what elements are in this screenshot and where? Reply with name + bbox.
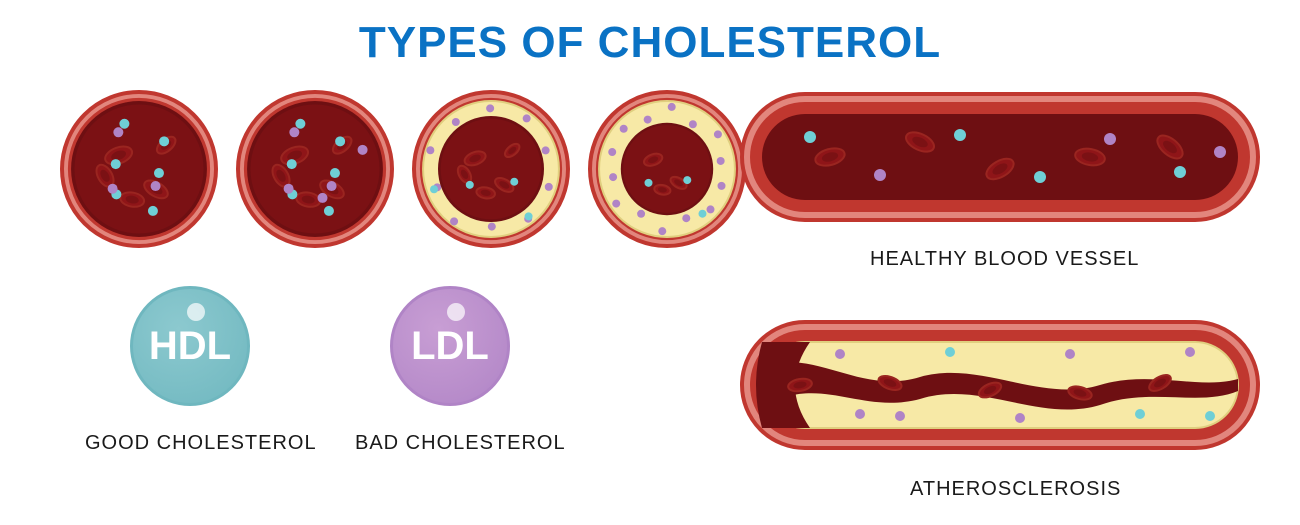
athero-vessel-label: ATHEROSCLEROSIS — [910, 478, 1121, 500]
cross-section-row — [60, 90, 746, 253]
bubble-highlight — [447, 303, 465, 321]
title-text: TYPES OF CHOLESTEROL — [359, 18, 941, 67]
vessel-cross-section — [60, 90, 218, 253]
healthy-vessel-diagram — [740, 92, 1260, 227]
hdl-abbr: HDL — [149, 324, 231, 369]
hdl-bubble: HDL — [130, 286, 250, 406]
vessel-cross-section — [236, 90, 394, 253]
ldl-caption: BAD CHOLESTEROL — [355, 432, 566, 455]
healthy-vessel-caption: HEALTHY BLOOD VESSEL — [870, 248, 1139, 271]
healthy-vessel-label: HEALTHY BLOOD VESSEL — [870, 248, 1139, 270]
vessel-cross-section — [412, 90, 570, 253]
vessel-cross-section — [588, 90, 746, 253]
bubble-highlight — [187, 303, 205, 321]
atherosclerosis-vessel-diagram — [740, 320, 1260, 455]
page-title: TYPES OF CHOLESTEROL — [0, 18, 1300, 68]
hdl-caption: GOOD CHOLESTEROL — [85, 432, 317, 455]
ldl-bubble: LDL — [390, 286, 510, 406]
ldl-abbr: LDL — [411, 324, 489, 369]
athero-vessel-caption: ATHEROSCLEROSIS — [910, 478, 1121, 501]
hdl-label: GOOD CHOLESTEROL — [85, 432, 317, 454]
ldl-label: BAD CHOLESTEROL — [355, 432, 566, 454]
